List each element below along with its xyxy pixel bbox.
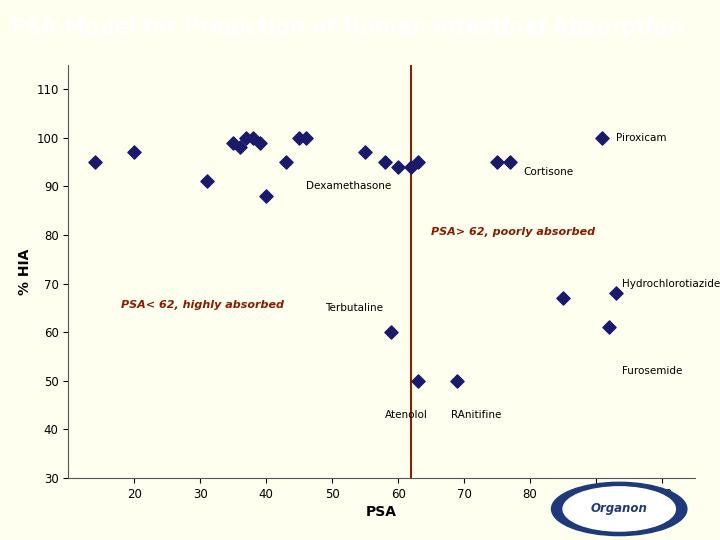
Point bbox=[201, 177, 212, 186]
Text: RAnitifine: RAnitifine bbox=[451, 410, 501, 420]
Text: PSA Model for Prediction of Human Intestinal Absorption: PSA Model for Prediction of Human Intest… bbox=[11, 18, 683, 38]
Point bbox=[491, 158, 503, 166]
Point bbox=[557, 294, 569, 302]
Point bbox=[300, 133, 312, 142]
Text: PSA< 62, highly absorbed: PSA< 62, highly absorbed bbox=[121, 300, 284, 310]
Text: Piroxicam: Piroxicam bbox=[616, 133, 666, 143]
X-axis label: PSA: PSA bbox=[366, 505, 397, 519]
Point bbox=[129, 148, 140, 157]
Point bbox=[451, 376, 463, 385]
Text: Atenolol: Atenolol bbox=[385, 410, 428, 420]
Point bbox=[261, 192, 272, 200]
Point bbox=[412, 376, 423, 385]
Point bbox=[254, 138, 266, 147]
Y-axis label: % HIA: % HIA bbox=[18, 248, 32, 294]
Circle shape bbox=[552, 482, 687, 536]
Point bbox=[247, 133, 258, 142]
Point bbox=[234, 143, 246, 152]
Point bbox=[359, 148, 371, 157]
Text: Hydrochlorotiazide: Hydrochlorotiazide bbox=[622, 279, 720, 288]
Text: PSA> 62, poorly absorbed: PSA> 62, poorly absorbed bbox=[431, 227, 595, 237]
Point bbox=[505, 158, 516, 166]
Text: Terbutaline: Terbutaline bbox=[325, 303, 384, 313]
Point bbox=[405, 163, 417, 171]
Point bbox=[386, 328, 397, 336]
Point bbox=[228, 138, 239, 147]
Point bbox=[610, 289, 621, 298]
Point bbox=[392, 163, 404, 171]
Text: Dexamethasone: Dexamethasone bbox=[306, 181, 391, 191]
Point bbox=[280, 158, 292, 166]
Circle shape bbox=[563, 487, 675, 531]
Point bbox=[597, 133, 608, 142]
Point bbox=[412, 158, 423, 166]
Text: Cortisone: Cortisone bbox=[523, 167, 574, 177]
Point bbox=[89, 158, 101, 166]
Text: Furosemide: Furosemide bbox=[622, 366, 683, 376]
Point bbox=[294, 133, 305, 142]
Point bbox=[379, 158, 391, 166]
Point bbox=[603, 323, 615, 332]
Point bbox=[240, 133, 252, 142]
Text: Organon: Organon bbox=[591, 502, 647, 516]
